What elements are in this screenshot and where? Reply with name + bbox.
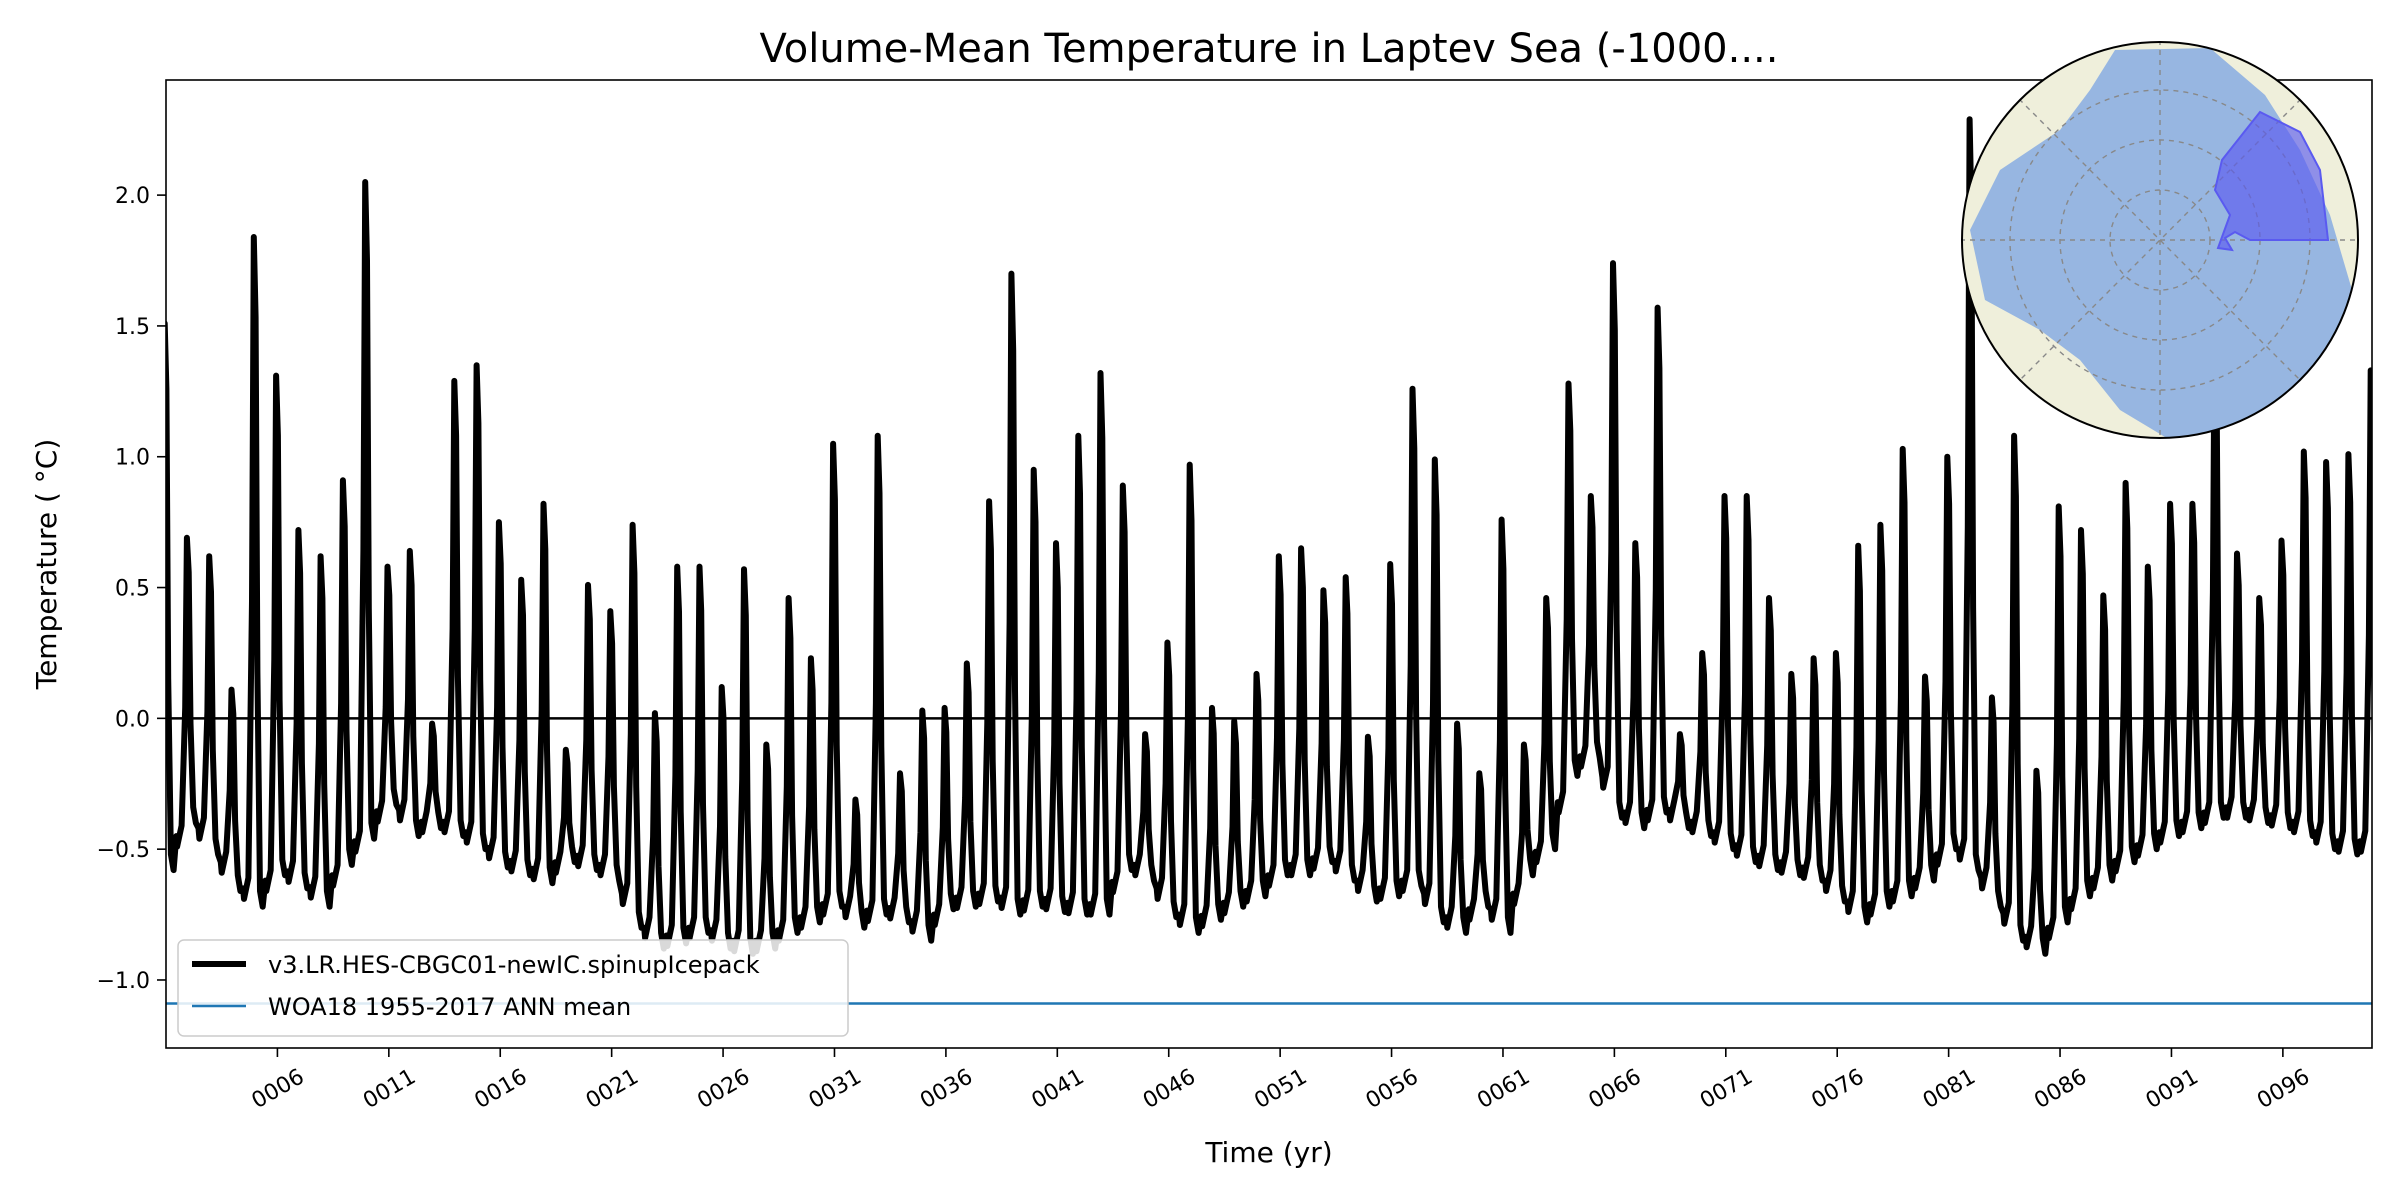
x-tick-label: 0086 bbox=[2030, 1064, 2091, 1114]
x-tick-label: 0091 bbox=[2142, 1064, 2203, 1114]
y-tick-label: −1.0 bbox=[97, 969, 150, 994]
y-axis-label: Temperature ( °C) bbox=[30, 439, 63, 691]
x-tick-label: 0036 bbox=[916, 1064, 977, 1114]
x-tick-label: 0061 bbox=[1473, 1064, 1534, 1114]
inset-map bbox=[1961, 41, 2359, 439]
x-tick-label: 0076 bbox=[1807, 1064, 1868, 1114]
x-tick-label: 0046 bbox=[1139, 1064, 1200, 1114]
map-region-laptev bbox=[2213, 110, 2330, 252]
x-tick-label: 0011 bbox=[359, 1064, 420, 1114]
map-ocean-bay bbox=[1975, 230, 2010, 285]
legend-label-model: v3.LR.HES-CBGC01-newIC.spinupIcepack bbox=[268, 951, 760, 979]
x-tick-label: 0071 bbox=[1696, 1064, 1757, 1114]
legend-label-woa18: WOA18 1955-2017 ANN mean bbox=[268, 993, 631, 1021]
map-border bbox=[1961, 41, 2359, 439]
y-tick-label: 0.5 bbox=[115, 577, 150, 602]
x-axis-label: Time (yr) bbox=[1204, 1136, 1332, 1169]
x-tick-label: 0021 bbox=[582, 1064, 643, 1114]
legend-box bbox=[177, 939, 849, 1037]
y-tick-label: −0.5 bbox=[97, 838, 150, 863]
x-tick-label: 0031 bbox=[805, 1064, 866, 1114]
plot-frame bbox=[165, 79, 2373, 1049]
x-axis-ticks: 0006 0011 0016 0021 0026 0031 0036 0041 0046 0051… bbox=[248, 1048, 2314, 1114]
chart-title: Volume-Mean Temperature in Laptev Sea (-… bbox=[760, 26, 1779, 72]
y-tick-label: 1.0 bbox=[115, 446, 150, 471]
x-tick-label: 0051 bbox=[1250, 1064, 1311, 1114]
y-axis-ticks: −1.0 −0.5 0.0 0.5 1.0 1.5 2.0 bbox=[97, 184, 166, 994]
y-tick-label: 0.0 bbox=[115, 707, 150, 732]
legend: v3.LR.HES-CBGC01-newIC.spinupIcepack WOA… bbox=[177, 939, 849, 1037]
y-tick-label: 2.0 bbox=[115, 184, 150, 209]
x-tick-label: 0026 bbox=[693, 1064, 754, 1114]
x-tick-label: 0006 bbox=[248, 1064, 309, 1114]
x-tick-label: 0081 bbox=[1919, 1064, 1980, 1114]
x-tick-label: 0041 bbox=[1028, 1064, 1089, 1114]
x-tick-label: 0096 bbox=[2253, 1064, 2314, 1114]
x-tick-label: 0056 bbox=[1362, 1064, 1423, 1114]
y-tick-label: 1.5 bbox=[115, 315, 150, 340]
series-line-model bbox=[166, 116, 2372, 957]
x-tick-label: 0016 bbox=[470, 1064, 531, 1114]
x-tick-label: 0066 bbox=[1585, 1064, 1646, 1114]
